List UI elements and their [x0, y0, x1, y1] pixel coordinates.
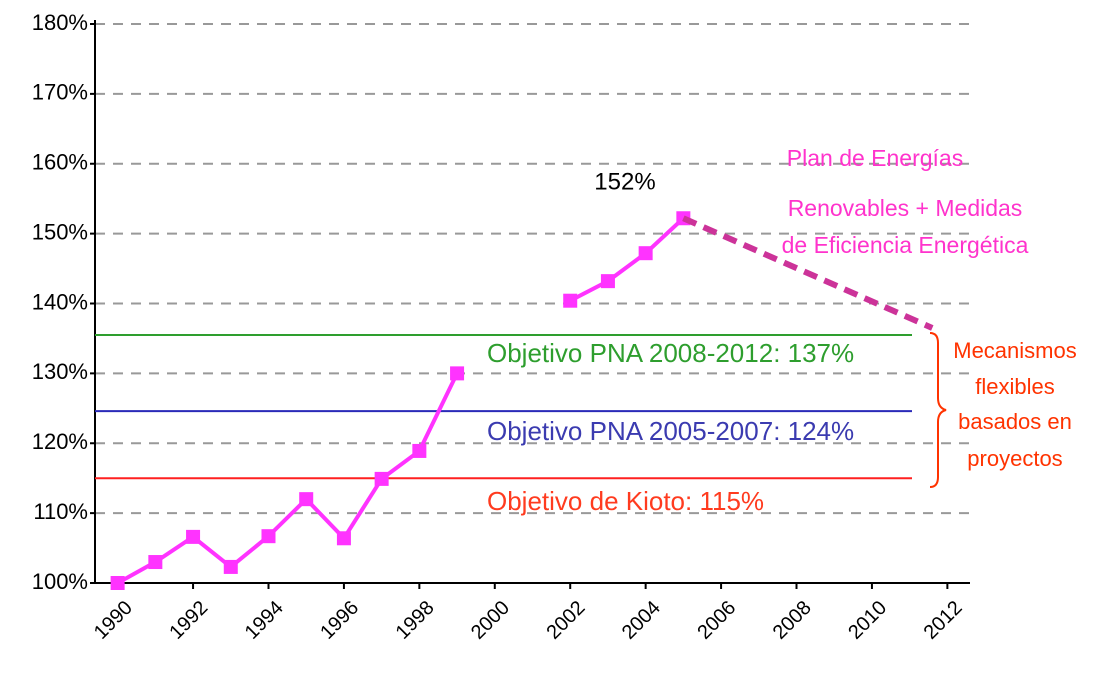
- mechanisms-annotation: Mecanismos: [953, 338, 1076, 363]
- y-tick-label: 180%: [32, 10, 88, 35]
- x-tick-label: 2000: [467, 597, 514, 644]
- brace: [929, 332, 947, 488]
- x-tick-label: 2008: [769, 597, 816, 644]
- target-label: Objetivo PNA 2008-2012: 137%: [487, 338, 854, 368]
- marker: [223, 559, 238, 574]
- marker: [412, 443, 427, 458]
- x-tick-label: 2010: [844, 597, 891, 644]
- series-line: [116, 372, 459, 585]
- x-tick-label: 2006: [693, 597, 740, 644]
- mechanisms-annotation: basados en: [958, 409, 1072, 434]
- series-line: [569, 216, 685, 303]
- y-tick-label: 120%: [32, 429, 88, 454]
- y-tick-label: 130%: [32, 359, 88, 384]
- y-tick-label: 140%: [32, 289, 88, 314]
- marker: [261, 529, 276, 544]
- marker: [638, 246, 653, 261]
- marker: [148, 555, 163, 570]
- marker: [299, 492, 314, 507]
- mechanisms-annotation: flexibles: [975, 374, 1054, 399]
- mechanisms-annotation: proyectos: [967, 446, 1062, 471]
- marker: [336, 531, 351, 546]
- target-label: Objetivo de Kioto: 115%: [487, 486, 764, 516]
- marker: [600, 274, 615, 289]
- x-tick-label: 1990: [90, 597, 137, 644]
- marker: [374, 471, 389, 486]
- x-tick-label: 2002: [542, 597, 589, 644]
- y-tick-label: 150%: [32, 219, 88, 244]
- peak-label: 152%: [594, 168, 655, 195]
- projection-line: [682, 215, 934, 331]
- x-tick-label: 1992: [165, 597, 212, 644]
- marker: [450, 366, 465, 381]
- y-tick-label: 110%: [33, 499, 88, 524]
- y-tick-label: 100%: [32, 569, 88, 594]
- x-tick-label: 2012: [920, 597, 967, 644]
- marker: [563, 293, 578, 308]
- target-label: Objetivo PNA 2005-2007: 124%: [487, 416, 854, 446]
- y-tick-label: 170%: [32, 80, 88, 105]
- plan-annotation: Plan de Energías: [787, 145, 963, 171]
- x-tick-label: 1998: [392, 597, 439, 644]
- plan-annotation: Renovables + Medidas: [788, 195, 1023, 221]
- x-tick-label: 2004: [618, 597, 665, 644]
- marker: [186, 529, 201, 544]
- x-tick-label: 1994: [241, 597, 288, 644]
- marker: [110, 576, 125, 590]
- x-tick-label: 1996: [316, 597, 363, 644]
- plan-annotation: de Eficiencia Energética: [782, 232, 1029, 258]
- y-tick-label: 160%: [32, 150, 88, 175]
